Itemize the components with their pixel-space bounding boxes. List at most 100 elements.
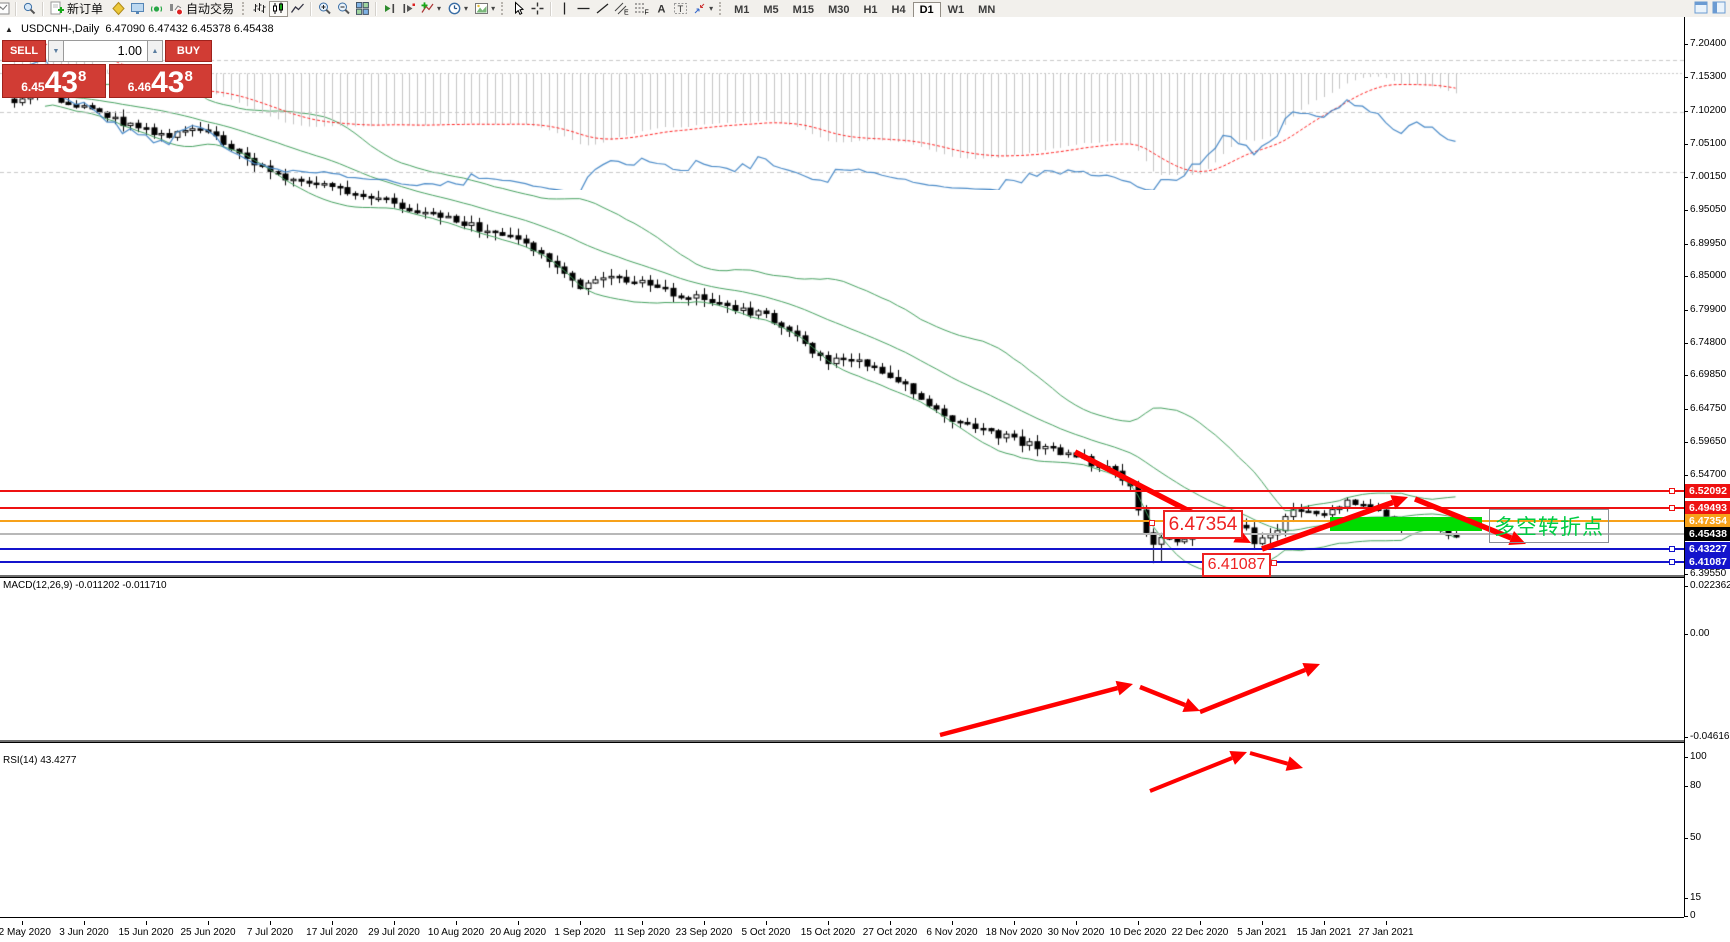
volume-input[interactable] xyxy=(64,40,147,62)
arrow-objects-icon[interactable]: ▾ xyxy=(690,1,717,17)
buy-button[interactable]: BUY xyxy=(165,40,212,62)
horizontal-line-icon[interactable] xyxy=(574,1,593,17)
date-label: 20 Aug 2020 xyxy=(489,927,547,938)
line-handle[interactable] xyxy=(1669,559,1675,565)
buy-price-display[interactable]: 6.46 43 8 xyxy=(108,64,212,98)
timeframe-H4[interactable]: H4 xyxy=(891,3,906,16)
line-chart-icon[interactable] xyxy=(288,1,307,17)
price-scale-tick: 6.64750 xyxy=(1683,403,1727,414)
line-handle[interactable] xyxy=(1669,546,1675,552)
new-order-button[interactable]: 新订单 xyxy=(47,1,109,17)
profiles-icon[interactable] xyxy=(20,1,39,17)
price-hline[interactable] xyxy=(0,520,1684,522)
volume-increase-button[interactable]: ▲ xyxy=(147,40,163,62)
price-hline[interactable] xyxy=(0,490,1684,492)
trendline-icon[interactable] xyxy=(593,1,612,17)
annotation-handle[interactable] xyxy=(1271,560,1277,566)
autotrading-button[interactable]: 自动交易 xyxy=(166,1,240,17)
sell-button[interactable]: SELL xyxy=(2,40,46,62)
price-hline[interactable] xyxy=(0,561,1684,563)
sell-price-display[interactable]: 6.45 43 8 xyxy=(2,64,106,98)
vertical-line-icon[interactable] xyxy=(555,1,574,17)
turning-point-label[interactable]: 多空转折点 xyxy=(1489,509,1609,543)
volume-decrease-button[interactable]: ▼ xyxy=(48,40,64,62)
chevron-down-icon[interactable]: ▾ xyxy=(491,4,496,13)
timeframe-H1[interactable]: H1 xyxy=(863,3,878,16)
price-scale[interactable]: 7.20400 7.15300 7.10200 7.05100 7.00150 6.950… xyxy=(1683,17,1730,942)
indicators-icon[interactable]: ▾ xyxy=(418,1,445,17)
date-tick xyxy=(890,921,891,925)
indicator-scale-tick: 0.00 xyxy=(1683,628,1710,639)
strategy-tester-icon[interactable] xyxy=(147,1,166,17)
svg-text:A: A xyxy=(658,4,666,16)
panel-window-icon[interactable] xyxy=(1694,1,1708,19)
date-label: 6 Nov 2020 xyxy=(926,927,978,938)
pane-separator[interactable] xyxy=(0,575,1684,578)
shift-chart-end-icon[interactable] xyxy=(399,1,418,17)
timeframe-MN[interactable]: MN xyxy=(978,3,996,16)
timeframe-M30[interactable]: M30 xyxy=(828,3,850,16)
rsi-pane-canvas[interactable] xyxy=(0,17,1684,190)
price-annotation-box-high[interactable]: 6.47354 xyxy=(1163,510,1243,539)
indicator-scale-tick: 80 xyxy=(1683,780,1702,791)
new-chart-icon[interactable] xyxy=(0,1,12,17)
price-scale-tick: 6.79900 xyxy=(1683,304,1727,315)
text-label-icon[interactable]: T xyxy=(671,1,690,17)
timeframe-D1[interactable]: D1 xyxy=(912,1,941,18)
date-tick xyxy=(208,921,209,925)
svg-text:E: E xyxy=(624,10,629,17)
templates-icon[interactable]: ▾ xyxy=(472,1,499,17)
pane-separator[interactable] xyxy=(0,740,1684,743)
price-hline[interactable] xyxy=(0,507,1684,509)
chevron-down-icon[interactable]: ▾ xyxy=(709,4,714,13)
chevron-down-icon[interactable]: ▾ xyxy=(464,4,469,13)
indicator-scale-tick: 100 xyxy=(1684,751,1707,762)
text-icon[interactable]: A xyxy=(652,1,671,17)
chevron-down-icon[interactable]: ▾ xyxy=(437,4,442,13)
date-label: 22 May 2020 xyxy=(0,927,51,938)
date-label: 15 Oct 2020 xyxy=(800,927,856,938)
date-tick xyxy=(1014,921,1015,925)
indicator-scale-tick: 15 xyxy=(1683,892,1702,903)
date-axis[interactable]: 22 May 2020 3 Jun 2020 15 Jun 2020 25 Jun 2… xyxy=(0,921,1684,942)
equidistant-channel-icon[interactable]: E xyxy=(612,1,632,17)
shift-chart-icon[interactable] xyxy=(380,1,399,17)
zoom-in-icon[interactable] xyxy=(315,1,334,17)
trend-arrows[interactable] xyxy=(0,17,1730,942)
cursor-icon[interactable] xyxy=(509,1,528,17)
price-scale-tick: 7.15300 xyxy=(1683,71,1727,82)
date-tick xyxy=(22,921,23,925)
timeframe-W1[interactable]: W1 xyxy=(947,3,965,16)
date-tick xyxy=(704,921,705,925)
timeframe-M1[interactable]: M1 xyxy=(734,3,750,16)
annotation-handle[interactable] xyxy=(1149,519,1155,526)
price-hline[interactable] xyxy=(0,533,1684,535)
date-tick xyxy=(1138,921,1139,925)
line-handle[interactable] xyxy=(1669,488,1675,494)
fibonacci-icon[interactable]: F xyxy=(632,1,652,17)
date-tick xyxy=(828,921,829,925)
chart-title: ▲ USDCNH-,Daily 6.47090 6.47432 6.45378 … xyxy=(5,23,274,35)
timeframe-M5[interactable]: M5 xyxy=(763,3,779,16)
bar-chart-icon[interactable] xyxy=(250,1,269,17)
chart-area[interactable]: ▲ USDCNH-,Daily 6.47090 6.47432 6.45378 … xyxy=(0,17,1730,942)
date-label: 10 Dec 2020 xyxy=(1109,927,1167,938)
crosshair-icon[interactable] xyxy=(528,1,547,17)
timeframe-M15[interactable]: M15 xyxy=(792,3,815,16)
tile-windows-icon[interactable] xyxy=(353,1,372,17)
candlestick-chart-icon[interactable] xyxy=(269,0,289,17)
zoom-out-icon[interactable] xyxy=(334,1,353,17)
metaeditor-icon[interactable] xyxy=(109,1,128,17)
price-annotation-box-low[interactable]: 6.41087 xyxy=(1202,553,1271,577)
price-hline[interactable] xyxy=(0,548,1684,550)
main-toolbar: 新订单 自动交易 ▾ xyxy=(0,0,1730,18)
periods-icon[interactable]: ▾ xyxy=(445,1,472,17)
date-tick xyxy=(146,921,147,925)
indicator-scale-tick: -0.046165 xyxy=(1683,731,1730,743)
support-band[interactable] xyxy=(1330,517,1482,531)
price-scale-tick: 6.39550 xyxy=(1683,568,1727,579)
panel-window-icon[interactable] xyxy=(1712,1,1726,19)
terminal-icon[interactable] xyxy=(128,1,147,17)
date-label: 1 Sep 2020 xyxy=(554,927,606,938)
line-handle[interactable] xyxy=(1669,505,1675,511)
